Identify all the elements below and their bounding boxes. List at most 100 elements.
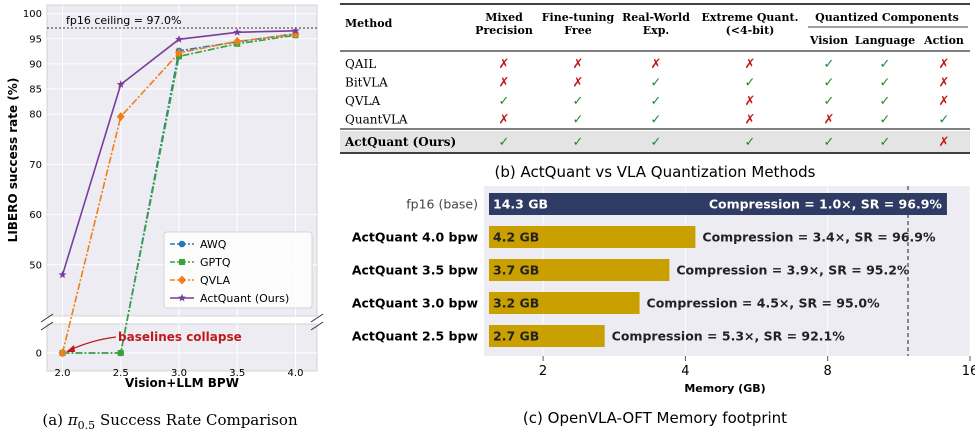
caption-suffix: Success Rate Comparison: [95, 411, 298, 429]
check-mark: ✓: [880, 57, 891, 72]
header-vision: Vision: [809, 34, 848, 47]
cross-mark: ✗: [573, 76, 584, 91]
cross-mark: ✗: [824, 113, 835, 128]
legend-marker: [178, 275, 186, 285]
cross-mark: ✗: [939, 76, 950, 91]
header-finetune-2: Free: [564, 24, 591, 37]
x-axis-label: Vision+LLM BPW: [125, 376, 239, 390]
y-tick-label: 0: [36, 349, 42, 360]
x-tick-label: 2.5: [113, 368, 129, 379]
check-mark: ✓: [651, 113, 662, 128]
pi-subscript: 0.5: [78, 419, 96, 432]
data-point: [58, 270, 67, 279]
table-body: QAIL ✗ ✗ ✗ ✗ ✓ ✓ ✗ BitVLA ✗ ✗ ✓ ✓ ✓ ✓ ✗ QVLA ✓ ✓ ✓ ✗ ✓ ✓ ✗ Quant…: [345, 57, 949, 128]
baselines-collapse-annotation: baselines collapse: [118, 330, 242, 344]
row-method: BitVLA: [345, 76, 388, 90]
data-point: [116, 80, 125, 88]
check-mark: ✓: [824, 57, 835, 72]
y-axis-label: LIBERO success rate (%): [6, 78, 20, 243]
fp16-ceiling-label: fp16 ceiling = 97.0%: [66, 14, 181, 27]
check-mark: ✓: [824, 76, 835, 91]
check-mark: ✓: [651, 76, 662, 91]
cross-mark: ✗: [745, 57, 756, 72]
tick-labels: 2.0 2.5 3.0 3.5 4.0 0 50 60 70 80 85 90 95 100: [23, 9, 304, 379]
caption-prefix: (a): [42, 411, 67, 429]
y-tick-label: 85: [29, 85, 42, 96]
bar-category-label: ActQuant 4.0 bpw: [352, 230, 479, 245]
data-point: [58, 348, 67, 358]
x-tick-label: 3.0: [171, 368, 187, 379]
axis-break-mark-right-top: [310, 313, 324, 323]
check-mark: ✓: [824, 135, 835, 150]
bars: 14.3 GB Compression = 1.0×, SR = 96.9% 4.2…: [489, 193, 947, 347]
highlight-row: ActQuant (Ours) ✓ ✓ ✓ ✓ ✓ ✓ ✗: [344, 135, 949, 150]
check-mark: ✓: [573, 135, 584, 150]
check-mark: ✓: [499, 94, 510, 109]
cross-mark: ✗: [939, 135, 950, 150]
y-tick-label: 90: [29, 59, 42, 70]
x-tick-label: 16: [962, 364, 975, 379]
data-point: [233, 36, 242, 46]
bar-annotation: Compression = 4.5×, SR = 95.0%: [647, 296, 881, 311]
header-finetune-1: Fine-tuning: [542, 11, 615, 24]
legend-box: [163, 231, 313, 309]
y-tick-label: 100: [23, 9, 42, 20]
legend-marker: [178, 293, 186, 302]
row-method: QVLA: [345, 94, 380, 108]
legend: AWQ GPTQ QVLA ActQuant (Ours): [163, 231, 313, 309]
legend-label: AWQ: [200, 238, 227, 251]
legend-label: ActQuant (Ours): [200, 292, 289, 305]
check-mark: ✓: [880, 113, 891, 128]
bar-value-label: 14.3 GB: [493, 197, 548, 212]
header-quantized-components: Quantized Components: [815, 11, 959, 24]
panel-c-bar-chart: 14.3 GB Compression = 1.0×, SR = 96.9% 4.2…: [352, 186, 975, 427]
row-method: QuantVLA: [345, 113, 408, 127]
data-point: [291, 29, 300, 39]
bar-value-label: 2.7 GB: [493, 329, 539, 344]
header-extreme-1: Extreme Quant.: [702, 11, 799, 24]
panel-a-line-chart: fp16 ceiling = 97.0% 2.0 2.5 3.0 3.5 4.0 0 50 6…: [6, 4, 324, 432]
cross-mark: ✗: [651, 57, 662, 72]
check-mark: ✓: [651, 94, 662, 109]
header-method: Method: [345, 17, 393, 30]
bar-category-label: ActQuant 2.5 bpw: [352, 329, 479, 344]
cross-mark: ✗: [939, 94, 950, 109]
y-tick-label: 95: [29, 34, 42, 45]
check-mark: ✓: [745, 76, 756, 91]
data-point: [233, 28, 242, 36]
bar-category-label: ActQuant 3.5 bpw: [352, 263, 479, 278]
bar: [489, 259, 670, 281]
row-method: QAIL: [345, 57, 376, 71]
panel-c-caption: (c) OpenVLA-OFT Memory footprint: [523, 409, 787, 427]
header-action: Action: [923, 34, 964, 47]
bar: [489, 325, 605, 347]
y-tick-label: 60: [29, 210, 42, 221]
y-tick-label: 50: [29, 260, 42, 271]
check-mark: ✓: [573, 113, 584, 128]
cross-mark: ✗: [499, 57, 510, 72]
legend-label: GPTQ: [200, 256, 231, 269]
y-tick-label: 70: [29, 160, 42, 171]
data-point: [117, 350, 124, 356]
check-mark: ✓: [651, 135, 662, 150]
x-tick-label: 8: [824, 364, 832, 379]
data-point: [291, 26, 300, 35]
data-point: [175, 48, 183, 58]
check-mark: ✓: [499, 135, 510, 150]
plot-area-lower: [46, 323, 318, 372]
panel-a-caption: (a) π0.5 Success Rate Comparison: [42, 411, 298, 432]
bar: [489, 193, 947, 215]
legend-marker: [178, 240, 186, 248]
axis-break-mark-right-bottom: [310, 321, 324, 331]
legend-marker: [179, 259, 185, 265]
cross-mark: ✗: [499, 76, 510, 91]
pi-symbol: π: [67, 411, 79, 429]
x-tick-label: 2.0: [55, 368, 71, 379]
bar: [489, 226, 696, 248]
x-axis-label: Memory (GB): [684, 382, 765, 395]
cross-mark: ✗: [939, 57, 950, 72]
bar-annotation: Compression = 3.4×, SR = 96.9%: [702, 230, 936, 245]
annotation-arrowhead: [66, 345, 75, 352]
check-mark: ✓: [880, 94, 891, 109]
